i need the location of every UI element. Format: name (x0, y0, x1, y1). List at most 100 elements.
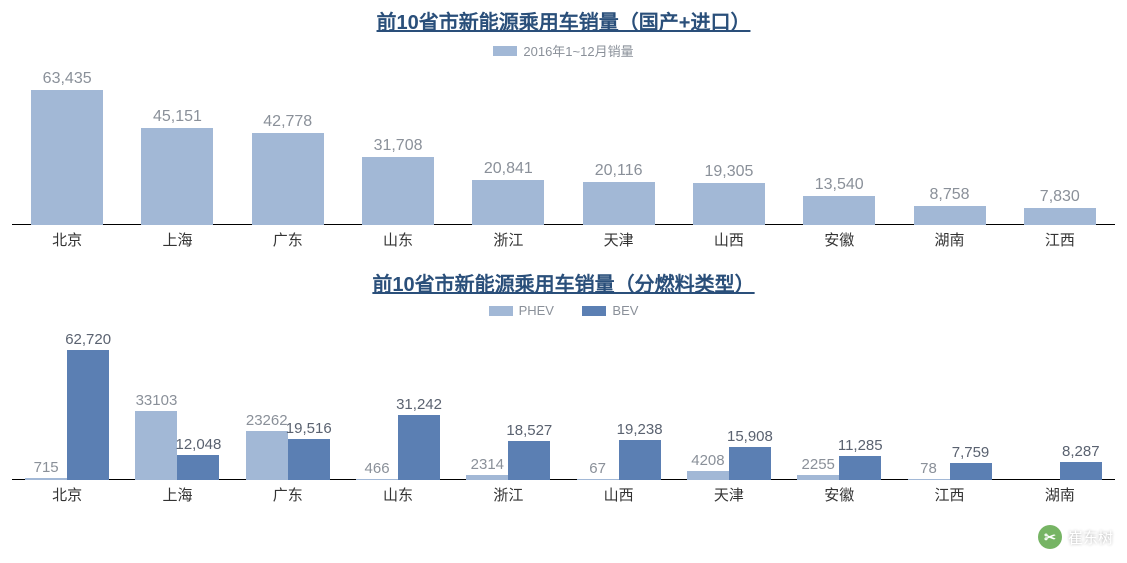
chart1-bar-value: 31,708 (374, 137, 423, 155)
chart1-bar: 13,540 (803, 196, 875, 225)
chart2-title: 前10省市新能源乘用车销量（分燃料类型） (0, 268, 1127, 297)
chart2-bar-bev: 12,048 (177, 455, 219, 480)
chart2-bar-rect-bev (839, 456, 881, 479)
chart2-bar-bev: 11,285 (839, 456, 881, 479)
chart2-x-label: 上海 (122, 484, 232, 505)
chart1-bar: 20,841 (472, 180, 544, 224)
chart1-bar-rect (362, 157, 434, 224)
chart2-bar-rect-bev (950, 463, 992, 479)
chart2-x-label: 天津 (674, 484, 784, 505)
chart2-x-label: 山西 (563, 484, 673, 505)
chart2-legend: PHEV BEV (0, 303, 1127, 321)
watermark-glyph: ✂ (1044, 529, 1056, 546)
chart2-legend-swatch-bev (582, 306, 606, 316)
chart2-x-label: 广东 (233, 484, 343, 505)
chart2-legend-label-phev: PHEV (519, 303, 554, 318)
chart2-bar-value-phev: 33103 (136, 392, 178, 409)
chart1-x-label: 江西 (1005, 229, 1115, 250)
chart2-bar-phev: 715 (25, 478, 67, 479)
chart1-bar-rect (1024, 208, 1096, 225)
chart2-bar-group: 71562,720 (12, 350, 122, 480)
chart2-bar-rect-bev (67, 350, 109, 480)
chart1-bar: 7,830 (1024, 208, 1096, 225)
chart1-bar-group: 42,778 (233, 133, 343, 224)
chart2-bar-rect-phev (135, 411, 177, 480)
chart1-bar-group: 31,708 (343, 157, 453, 224)
chart2-bar-value-phev: 4208 (691, 452, 724, 469)
chart1-x-labels: 北京上海广东山东浙江天津山西安徽湖南江西 (12, 229, 1115, 250)
chart2-bar-bev: 31,242 (398, 415, 440, 480)
chart2-bar-bev: 15,908 (729, 447, 771, 480)
chart2-bars: 71562,7203310312,0482326219,51646631,242… (12, 350, 1115, 480)
chart2-bar-group: 420815,908 (674, 447, 784, 480)
chart1-bar-group: 20,116 (563, 182, 673, 225)
chart1-x-label: 天津 (563, 229, 673, 250)
chart2-bar-phev: 2314 (466, 475, 508, 480)
chart2-bar-bev: 19,238 (619, 440, 661, 480)
chart2-bar-rect-bev (729, 447, 771, 480)
chart1-bar-value: 8,758 (929, 186, 969, 204)
chart2-bar-value-bev: 19,516 (286, 420, 332, 437)
chart2-bar-rect-phev (687, 471, 729, 480)
chart2-bar-group: 2326219,516 (233, 431, 343, 479)
chart1-bar-value: 63,435 (43, 70, 92, 88)
chart1-bar-group: 20,841 (453, 180, 563, 224)
chart1-bar: 42,778 (252, 133, 324, 224)
chart1-bar-rect (141, 128, 213, 224)
chart1-bar-group: 7,830 (1005, 208, 1115, 225)
chart2-bar-phev: 2255 (797, 475, 839, 480)
chart2-bar-value-bev: 62,720 (65, 331, 111, 348)
chart1-title: 前10省市新能源乘用车销量（国产+进口） (0, 6, 1127, 35)
chart2-bar-value-phev: 715 (34, 459, 59, 476)
chart2-x-label: 江西 (894, 484, 1004, 505)
chart1-bar-rect (252, 133, 324, 224)
chart2-x-label: 湖南 (1005, 484, 1115, 505)
chart1-legend: 2016年1~12月销量 (0, 41, 1127, 61)
chart2-bar-group: 225511,285 (784, 456, 894, 479)
chart2-bar-group: 46631,242 (343, 415, 453, 480)
chart2-bar-rect-bev (398, 415, 440, 480)
chart1-bar-value: 20,116 (595, 162, 643, 180)
chart2-bar-phev: 23262 (246, 431, 288, 479)
chart2-bar-group: 3310312,048 (122, 411, 232, 480)
chart1-bar-group: 45,151 (122, 128, 232, 224)
chart2-bar-value-bev: 18,527 (506, 422, 552, 439)
chart2-bar-rect-bev (619, 440, 661, 480)
chart1-bars: 63,43545,15142,77831,70820,84120,11619,3… (12, 90, 1115, 225)
chart2-container: 前10省市新能源乘用车销量（分燃料类型） PHEV BEV 71562,7203… (0, 268, 1127, 505)
chart2-bar-value-phev: 466 (365, 460, 390, 477)
chart2-x-label: 山东 (343, 484, 453, 505)
chart1-bar-rect (693, 183, 765, 224)
chart2-bar-rect-phev (25, 478, 67, 479)
chart2-plot: 71562,7203310312,0482326219,51646631,242… (12, 325, 1115, 480)
chart2-bar-group: 787,759 (894, 463, 1004, 479)
chart1-x-label: 浙江 (453, 229, 563, 250)
chart2-bar-rect-bev (1060, 462, 1102, 479)
chart1-bar: 31,708 (362, 157, 434, 224)
chart2-bar-value-bev: 7,759 (952, 444, 990, 461)
chart1-bar-group: 63,435 (12, 90, 122, 225)
chart2-legend-swatch-phev (489, 306, 513, 316)
chart1-plot: 63,43545,15142,77831,70820,84120,11619,3… (12, 65, 1115, 225)
chart1-legend-swatch (493, 46, 517, 56)
chart1-legend-label: 2016年1~12月销量 (523, 41, 633, 60)
chart2-bar-value-bev: 15,908 (727, 428, 773, 445)
chart2-bar-rect-bev (288, 439, 330, 479)
chart2-bar-rect-phev (246, 431, 288, 479)
chart2-bar-rect-bev (177, 455, 219, 480)
chart1-bar: 63,435 (31, 90, 103, 225)
chart1-x-label: 山东 (343, 229, 453, 250)
chart2-legend-label-bev: BEV (612, 303, 638, 318)
chart1-bar-rect (31, 90, 103, 225)
chart1-x-label: 山西 (674, 229, 784, 250)
watermark: ✂ 崔东树 (1038, 525, 1113, 549)
chart2-bar-phev: 33103 (135, 411, 177, 480)
chart1-bar-value: 20,841 (484, 160, 533, 178)
chart2-bar-phev: 466 (356, 479, 398, 480)
chart2-bar-phev: 4208 (687, 471, 729, 480)
chart1-bar-rect (583, 182, 655, 225)
chart1-x-label: 北京 (12, 229, 122, 250)
chart2-bar-bev: 19,516 (288, 439, 330, 479)
chart2-bar-value-phev: 2314 (471, 456, 504, 473)
chart1-bar: 45,151 (141, 128, 213, 224)
